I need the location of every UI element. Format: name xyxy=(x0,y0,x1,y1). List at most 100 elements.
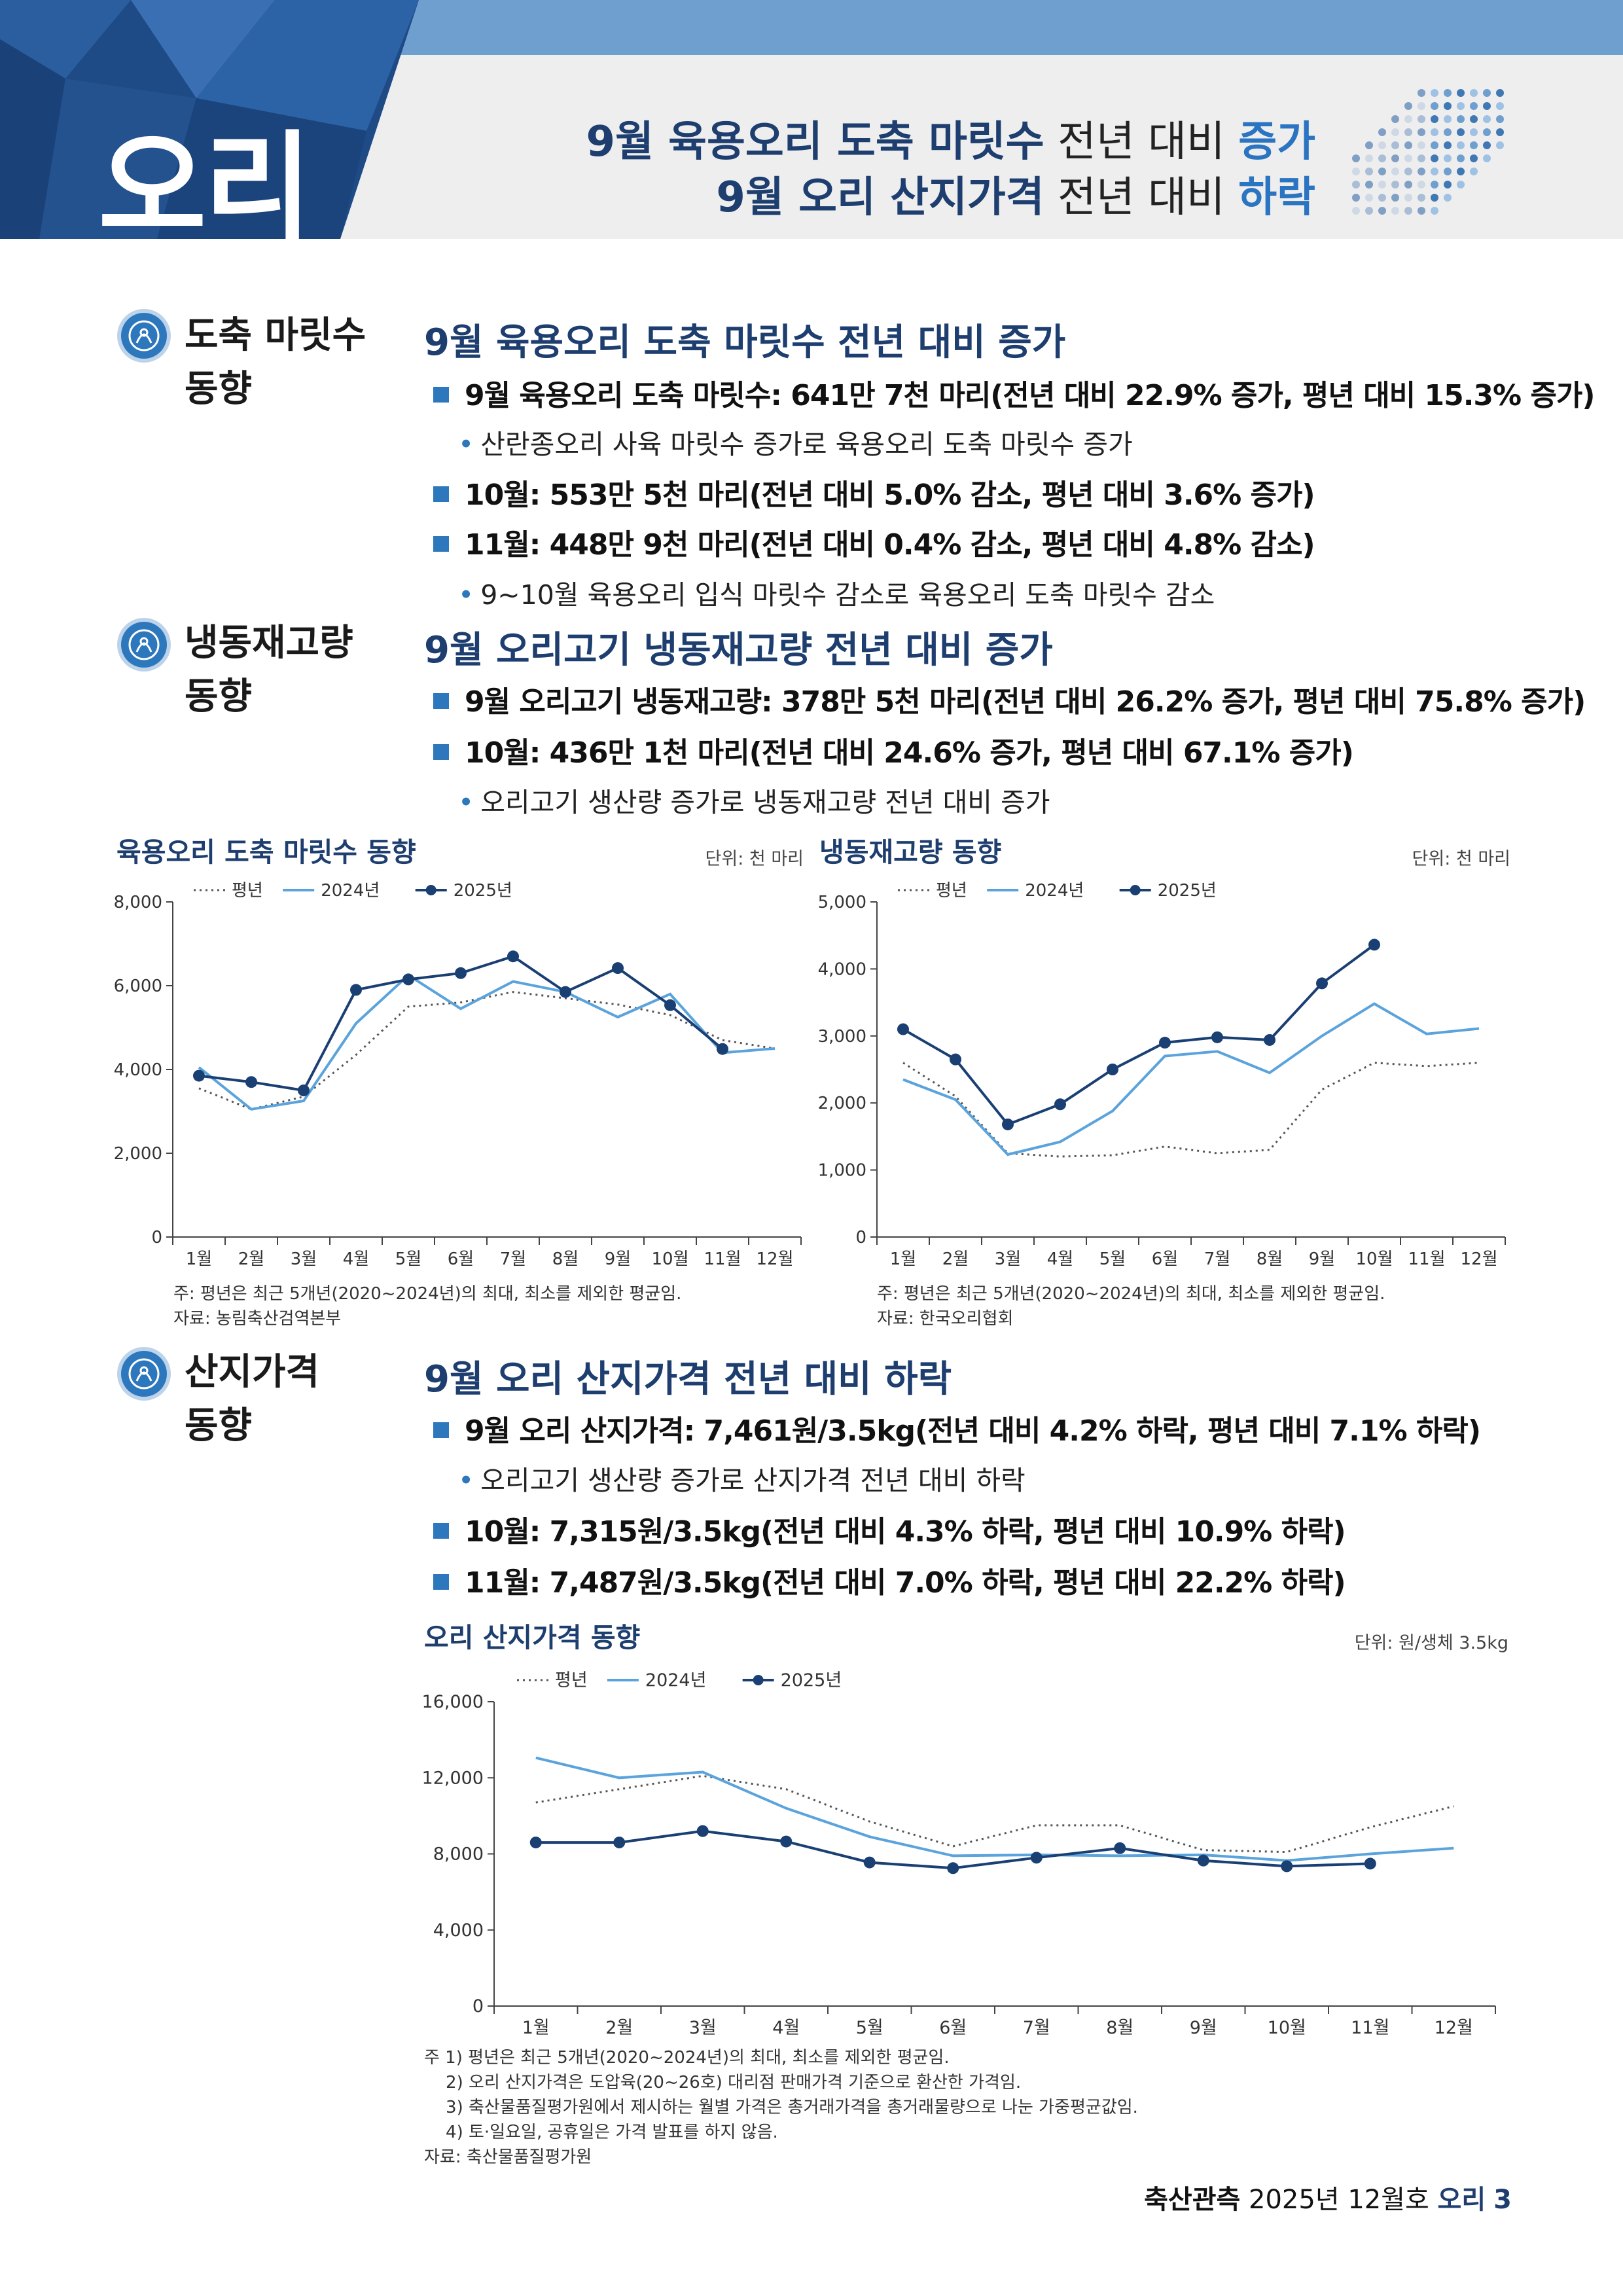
logo-dot xyxy=(1352,181,1360,188)
logo-dot xyxy=(1431,168,1438,175)
chart-2-title: 냉동재고량 동향 xyxy=(819,836,1002,868)
data-point-2025년 xyxy=(560,986,571,998)
logo-dot xyxy=(1431,154,1438,162)
series-line-2024년 xyxy=(902,1002,1480,1157)
data-point-2025년 xyxy=(402,973,414,986)
legend-marker xyxy=(753,1675,764,1685)
logo-dot xyxy=(1431,207,1438,215)
bullet-slaughter-sep: 9월 육용오리 도축 마릿수: 641만 7천 마리(전년 대비 22.9% 증… xyxy=(433,372,1596,414)
logo-dot xyxy=(1378,141,1386,149)
duck-icon xyxy=(121,622,167,668)
logo-dot xyxy=(1444,194,1452,202)
logo-dot xyxy=(1496,102,1504,110)
logo-dot xyxy=(1404,102,1412,110)
chart-2-note: 주: 평년은 최근 5개년(2020~2024년)의 최대, 최소를 제외한 평… xyxy=(877,1284,1385,1304)
data-point-2025년 xyxy=(863,1856,876,1869)
y-tick-label: 2,000 xyxy=(114,1144,162,1164)
data-point-2025년 xyxy=(1197,1854,1209,1867)
logo-dot xyxy=(1418,115,1425,123)
chart-3-source: 자료: 축산물품질평가원 xyxy=(424,2147,592,2167)
chart-frozen-stock: 0 1,000 2,000 3,000 4,000 5,000 1월 2월 3월 4월 5월 6월 7월… xyxy=(818,881,1506,1269)
chart-3-title: 오리 산지가격 동향 xyxy=(424,1622,641,1653)
series-line-2025년 xyxy=(902,943,1376,1126)
logo-dot xyxy=(1378,181,1386,188)
logo-dot xyxy=(1496,89,1504,97)
header-headline-2: 9월 오리 산지가격 전년 대비 하락 xyxy=(716,164,1315,224)
chart-slaughter: 0 2,000 4,000 6,000 8,000 1월 2월 3월 4월 5월 6월 7월 8월 9월 1… xyxy=(114,881,802,1269)
x-tick-label: 1월 xyxy=(890,1249,916,1269)
section-heading-frozen: 9월 오리고기 냉동재고량 전년 대비 증가 xyxy=(424,629,1053,672)
logo-dot xyxy=(1496,115,1504,123)
x-tick-label: 11월 xyxy=(1351,2018,1389,2038)
logo-dot xyxy=(1470,154,1478,162)
x-tick-label: 5월 xyxy=(1099,1249,1126,1269)
x-tick-label: 8월 xyxy=(1257,1249,1283,1269)
data-point-2025년 xyxy=(613,1837,626,1849)
data-point-2025년 xyxy=(717,1043,728,1055)
header-title-panel xyxy=(0,0,419,239)
data-point-2025년 xyxy=(1030,1852,1043,1864)
x-tick-label: 5월 xyxy=(856,2018,883,2038)
logo-dot xyxy=(1391,207,1399,215)
logo-dot xyxy=(1496,141,1504,149)
logo-dot xyxy=(1457,102,1465,110)
section-heading-slaughter: 9월 육용오리 도축 마릿수 전년 대비 증가 xyxy=(424,321,1066,364)
logo-dot xyxy=(1418,168,1425,175)
x-tick-label: 9월 xyxy=(605,1249,631,1269)
page-footer: 축산관측 2025년 12월호 오리 3 xyxy=(1144,2185,1512,2215)
x-tick-label: 8월 xyxy=(1106,2018,1133,2038)
chart-1-source: 자료: 농림축산검역본부 xyxy=(173,1309,342,1329)
legend-label: 2024년 xyxy=(645,1670,707,1691)
logo-dot xyxy=(1418,102,1425,110)
logo-dot xyxy=(1378,207,1386,215)
logo-dot xyxy=(1431,141,1438,149)
logo-dot xyxy=(1431,194,1438,202)
logo-dot xyxy=(1457,154,1465,162)
logo-dot xyxy=(1470,89,1478,97)
data-point-2025년 xyxy=(1316,977,1328,990)
data-point-2025년 xyxy=(612,962,624,975)
data-point-2025년 xyxy=(1368,939,1380,951)
logo-dot xyxy=(1444,154,1452,162)
logo-dot xyxy=(1365,141,1373,149)
y-tick-label: 0 xyxy=(473,1996,484,2017)
data-point-2025년 xyxy=(1114,1842,1126,1854)
section-label-line-1: 냉동재고량 xyxy=(185,622,353,664)
legend-label: 2025년 xyxy=(454,881,512,901)
logo-dot xyxy=(1391,168,1399,175)
logo-dot xyxy=(1404,194,1412,202)
logo-dot xyxy=(1418,128,1425,136)
x-tick-label: 12월 xyxy=(1460,1249,1497,1269)
subbullet-frozen-1: • 오리고기 생산량 증가로 냉동재고량 전년 대비 증가 xyxy=(458,787,1050,818)
x-tick-label: 4월 xyxy=(1047,1249,1073,1269)
y-tick-label: 4,000 xyxy=(433,1920,484,1941)
logo-dot xyxy=(1457,128,1465,136)
x-tick-label: 10월 xyxy=(1355,1249,1393,1269)
chart-3-note-4: 4) 토·일요일, 공휴일은 가격 발표를 하지 않음. xyxy=(424,2123,778,2142)
data-point-2025년 xyxy=(529,1837,542,1849)
y-tick-label: 16,000 xyxy=(422,1692,484,1712)
legend-label: 2025년 xyxy=(781,1670,842,1691)
data-point-2025년 xyxy=(350,984,362,996)
x-tick-label: 5월 xyxy=(395,1249,421,1269)
logo-dot xyxy=(1444,102,1452,110)
headline-2-subject: 9월 오리 산지가격 xyxy=(716,173,1044,222)
logo-dot xyxy=(1483,128,1491,136)
x-tick-label: 2월 xyxy=(942,1249,969,1269)
logo-dot xyxy=(1391,154,1399,162)
logo-dot xyxy=(1431,89,1438,97)
logo-dot xyxy=(1404,181,1412,188)
bullet-slaughter-nov: 11월: 448만 9천 마리(전년 대비 0.4% 감소, 평년 대비 4.8… xyxy=(433,521,1315,563)
logo-dot xyxy=(1444,168,1452,175)
logo-dot xyxy=(1391,194,1399,202)
logo-dot xyxy=(1457,141,1465,149)
section-label-line-2: 동향 xyxy=(185,368,253,410)
chart-1-note: 주: 평년은 최근 5개년(2020~2024년)의 최대, 최소를 제외한 평… xyxy=(173,1284,682,1304)
logo-dot xyxy=(1404,128,1412,136)
data-point-2025년 xyxy=(1107,1064,1118,1075)
logo-dot xyxy=(1365,207,1373,215)
y-tick-label: 8,000 xyxy=(114,893,162,912)
x-tick-label: 11월 xyxy=(1408,1249,1445,1269)
legend-marker xyxy=(1130,885,1141,895)
y-tick-label: 3,000 xyxy=(818,1027,866,1047)
